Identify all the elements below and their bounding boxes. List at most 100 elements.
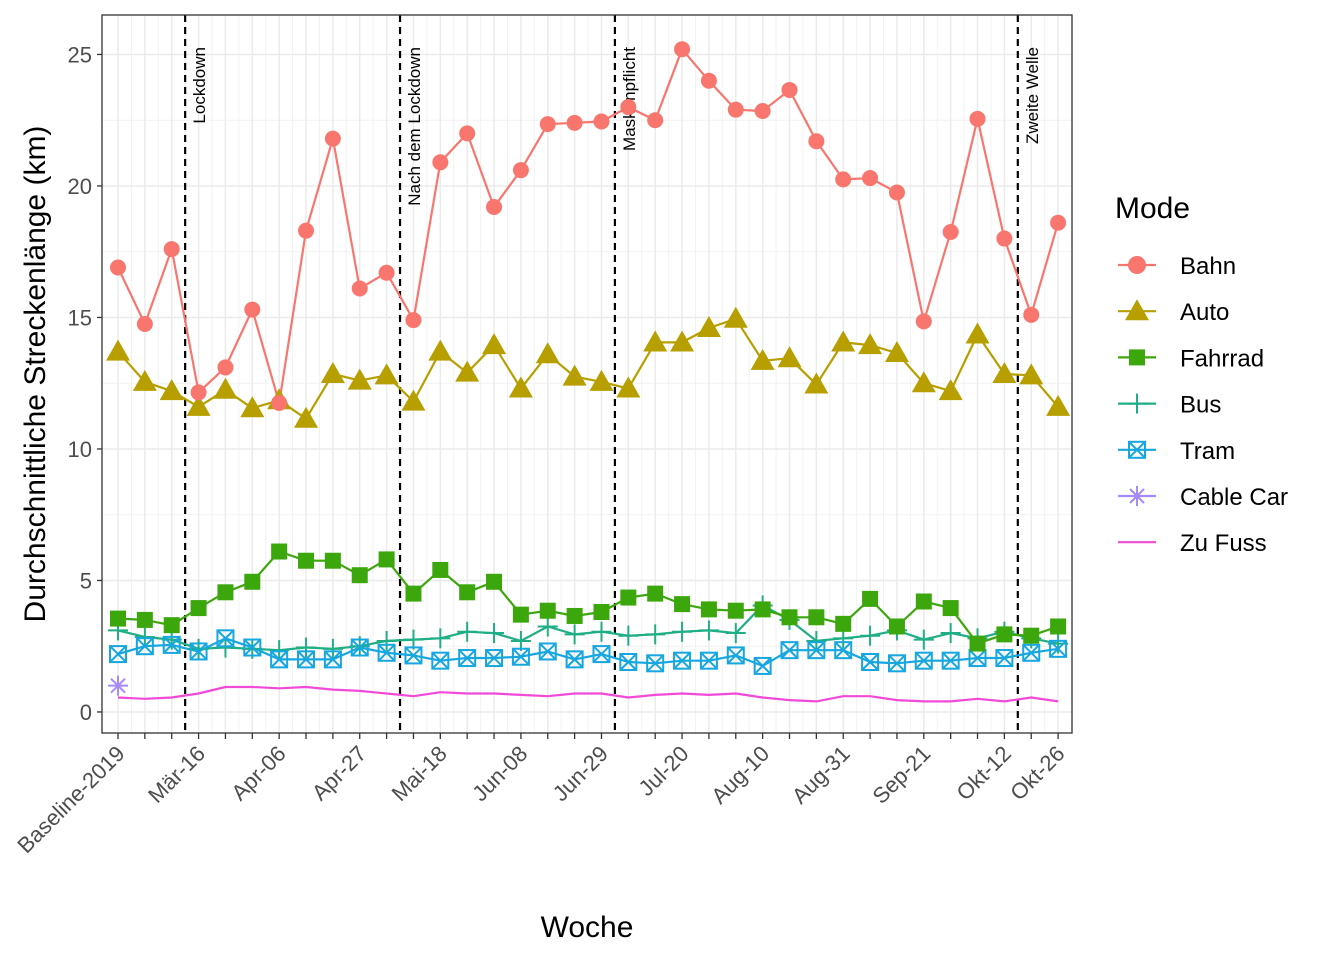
marker-circle xyxy=(1050,214,1067,231)
point-tram xyxy=(592,645,611,664)
point-bahn xyxy=(324,130,341,147)
point-tram xyxy=(780,641,799,660)
legend-key-marker xyxy=(1125,299,1149,321)
point-bahn xyxy=(647,112,664,129)
marker-square xyxy=(432,561,449,578)
marker-square-x-b xyxy=(404,646,423,665)
point-tram xyxy=(968,649,987,668)
legend-item-tram: Tram xyxy=(1118,438,1235,465)
x-tick-label: Jun-08 xyxy=(467,741,532,806)
point-bahn xyxy=(432,154,449,171)
marker-square-x-box xyxy=(431,651,450,670)
point-bahn xyxy=(378,264,395,281)
point-tram xyxy=(619,652,638,671)
grid-minor xyxy=(102,15,1072,733)
point-bahn xyxy=(942,223,959,240)
marker-square-x-box xyxy=(941,651,960,670)
marker-triangle xyxy=(1125,299,1149,321)
marker-square-x-b xyxy=(189,642,208,661)
marker-square xyxy=(163,617,180,634)
point-auto xyxy=(723,306,748,328)
marker-square-x-b xyxy=(1022,644,1040,662)
marker-triangle xyxy=(1019,363,1044,385)
marker-circle xyxy=(942,223,959,240)
marker-square-x-b xyxy=(377,644,396,662)
point-fahrrad xyxy=(539,602,556,619)
legend-item-zu-fuss: Zu Fuss xyxy=(1118,530,1267,557)
point-bahn xyxy=(217,359,234,376)
point-auto xyxy=(562,364,587,386)
point-bahn xyxy=(459,125,476,142)
point-bus xyxy=(913,629,934,650)
point-fahrrad xyxy=(808,609,825,626)
marker-square xyxy=(835,615,852,632)
point-tram xyxy=(834,641,853,660)
marker-triangle xyxy=(347,368,372,390)
point-auto xyxy=(159,379,184,401)
point-auto xyxy=(858,333,883,355)
marker-square-x-box xyxy=(914,651,933,670)
point-bahn xyxy=(190,384,207,401)
point-tram xyxy=(941,651,960,670)
point-auto xyxy=(750,348,775,370)
point-tram xyxy=(511,647,530,666)
point-bahn xyxy=(969,110,986,127)
marker-square-x-box xyxy=(189,642,208,661)
point-fahrrad xyxy=(163,617,180,634)
point-auto xyxy=(1019,363,1044,385)
point-auto xyxy=(965,322,990,344)
marker-square-x-box xyxy=(1022,643,1041,662)
point-tram xyxy=(350,638,369,657)
x-axis: Baseline-2019 Mär-16 Apr-06 Apr-27 Mai-18 Jun… xyxy=(12,733,1070,858)
point-tram xyxy=(216,629,235,648)
marker-circle xyxy=(512,162,529,179)
point-auto xyxy=(1046,394,1071,416)
marker-circle xyxy=(888,184,905,201)
marker-square-x-b xyxy=(539,642,557,661)
point-bus xyxy=(698,620,719,641)
point-tram xyxy=(538,642,557,661)
marker-square-x-b xyxy=(297,650,315,669)
point-tram xyxy=(995,649,1014,668)
marker-square-x-b xyxy=(700,651,718,670)
point-fahrrad xyxy=(378,551,395,568)
event-label: Lockdown xyxy=(190,47,209,124)
point-fahrrad xyxy=(566,607,583,624)
marker-circle xyxy=(459,125,476,142)
point-auto xyxy=(240,396,265,418)
marker-triangle xyxy=(508,376,533,398)
marker-square xyxy=(190,600,207,617)
marker-triangle xyxy=(992,362,1017,383)
marker-square xyxy=(136,611,153,628)
marker-square-x-b xyxy=(270,650,288,669)
marker-circle xyxy=(808,133,825,150)
point-fahrrad xyxy=(754,601,771,618)
point-cable-car xyxy=(108,675,128,696)
y-axis: 0 5 10 15 20 25 xyxy=(68,42,102,725)
point-tram xyxy=(458,649,477,668)
marker-triangle xyxy=(723,306,748,328)
marker-square xyxy=(539,602,556,619)
point-bahn xyxy=(915,313,932,330)
point-fahrrad xyxy=(969,635,986,652)
point-auto xyxy=(428,339,453,361)
point-bus xyxy=(457,621,478,642)
marker-square-x-box xyxy=(377,643,396,662)
point-bus xyxy=(188,638,209,659)
point-bahn xyxy=(1050,214,1067,231)
marker-triangle xyxy=(401,389,426,411)
point-bahn xyxy=(862,170,879,187)
point-bus xyxy=(403,629,424,650)
marker-square-x-box xyxy=(619,652,638,671)
marker-circle xyxy=(163,241,180,258)
marker-star-b xyxy=(110,677,126,694)
point-bahn xyxy=(298,222,315,239)
point-tram xyxy=(189,642,208,661)
marker-square xyxy=(915,593,932,610)
marker-square xyxy=(969,635,986,652)
marker-square-x-box xyxy=(780,641,799,660)
point-auto xyxy=(777,346,802,368)
marker-square-x-b xyxy=(243,638,262,657)
marker-square-x-b xyxy=(807,641,826,659)
point-tram xyxy=(431,651,450,670)
